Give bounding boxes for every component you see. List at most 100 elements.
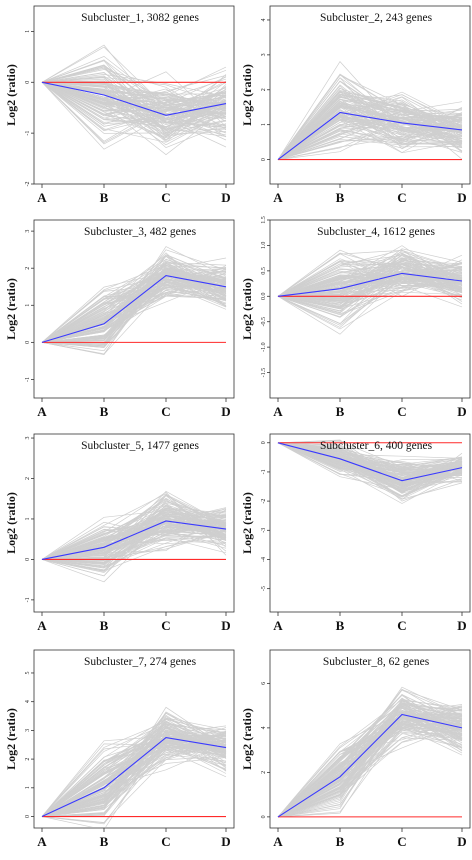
x-tick-label: A <box>273 834 283 849</box>
chart-title: Subcluster_7, 274 genes <box>84 656 197 668</box>
gene-profiles <box>277 61 463 160</box>
x-tick-label: D <box>221 834 230 849</box>
x-tick-label: C <box>397 618 406 633</box>
y-tick-label: -2 <box>261 499 267 504</box>
y-tick-label: 3 <box>25 729 31 732</box>
y-tick-label: -1.0 <box>261 342 267 352</box>
chart-title: Subcluster_1, 3082 genes <box>81 12 199 24</box>
y-tick-label: -3 <box>261 528 267 533</box>
x-tick-label: B <box>336 618 345 633</box>
gene-profiles <box>277 245 463 335</box>
y-axis-label: Log2 (ratio) <box>240 64 254 126</box>
subcluster-chart-5: -1 0 1 2 3 A B C D Log2 (ratio) Subcluster_5, 1477… <box>4 433 235 633</box>
x-tick-label: D <box>221 618 230 633</box>
y-tick-label: 1 <box>261 123 267 126</box>
y-tick-label: -1 <box>25 131 31 136</box>
x-tick-label: A <box>37 190 47 205</box>
subcluster-chart-1: -2 -1 0 1 A B C D Log2 (ratio) Subcluster_1, 3082… <box>4 5 235 205</box>
x-tick-label: A <box>273 404 283 419</box>
x-tick-label: B <box>336 190 345 205</box>
y-tick-label: 1 <box>25 786 31 789</box>
y-tick-label: 3 <box>261 53 267 56</box>
y-tick-label: 0 <box>25 815 31 818</box>
y-tick-label: 1 <box>25 304 31 307</box>
y-tick-label: 2 <box>261 771 267 774</box>
y-tick-label: 2 <box>261 88 267 91</box>
y-tick-label: 4 <box>261 18 267 21</box>
subcluster-chart-3: -1 0 1 2 3 A B C D Log2 (ratio) Subcluster_3, 482 … <box>4 219 235 419</box>
chart-title: Subcluster_3, 482 genes <box>84 226 197 238</box>
subcluster-chart-7: 0 1 2 3 4 5 A B C D Log2 (ratio) Subcluster_7, 274 … <box>4 649 235 849</box>
subcluster-chart-6: -5 -4 -3 -2 -1 0 A B C D Log2 (ratio) Subcluster_6,… <box>240 433 471 633</box>
x-tick-label: C <box>397 834 406 849</box>
y-tick-label: 0 <box>25 558 31 561</box>
mean-profile-line <box>41 81 227 116</box>
mean-profile-line <box>41 275 227 343</box>
x-tick-label: B <box>100 190 109 205</box>
y-tick-label: 4 <box>25 700 31 703</box>
y-tick-label: -5 <box>261 586 267 591</box>
chart-title: Subcluster_6, 400 genes <box>320 440 433 452</box>
x-tick-label: A <box>37 618 47 633</box>
x-tick-label: A <box>273 190 283 205</box>
x-tick-label: D <box>457 190 466 205</box>
y-tick-label: 4 <box>261 726 267 729</box>
y-tick-label: 1.0 <box>261 242 267 250</box>
chart-title: Subcluster_5, 1477 genes <box>81 440 199 452</box>
mean-profile-line <box>41 520 227 560</box>
y-tick-label: -1 <box>25 597 31 602</box>
x-tick-label: D <box>457 618 466 633</box>
x-tick-label: C <box>161 618 170 633</box>
y-tick-label: -2 <box>25 182 31 187</box>
y-tick-label: 0 <box>261 158 267 161</box>
x-tick-label: B <box>100 834 109 849</box>
y-axis-label: Log2 (ratio) <box>240 492 254 554</box>
x-tick-label: D <box>221 190 230 205</box>
mean-profile-line <box>277 713 463 818</box>
x-tick-label: C <box>161 404 170 419</box>
x-tick-label: A <box>37 834 47 849</box>
x-tick-label: B <box>100 618 109 633</box>
x-tick-label: D <box>457 404 466 419</box>
y-tick-label: 0 <box>261 441 267 444</box>
y-tick-label: 1 <box>25 30 31 33</box>
chart-title: Subcluster_2, 243 genes <box>320 12 433 24</box>
y-tick-label: 0 <box>25 81 31 84</box>
x-tick-label: B <box>100 404 109 419</box>
y-tick-label: 0 <box>25 341 31 344</box>
subcluster-chart-8: 0 2 4 6 A B C D Log2 (ratio) Subcluster_8, 62 gen… <box>240 649 471 849</box>
subcluster-chart-4: -1.5 -1.0 -0.5 0.0 0.5 1.0 1.5 A B C D Log2 (ratio)… <box>240 216 471 419</box>
y-axis-label: Log2 (ratio) <box>4 708 18 770</box>
y-tick-label: 6 <box>261 682 267 685</box>
y-tick-label: 2 <box>25 477 31 480</box>
y-tick-label: -1 <box>25 377 31 382</box>
y-tick-label: 0.5 <box>261 267 267 275</box>
y-tick-label: 2 <box>25 758 31 761</box>
x-tick-label: C <box>397 190 406 205</box>
y-tick-label: 0.0 <box>261 293 267 301</box>
y-tick-label: -1 <box>261 469 267 474</box>
chart-title: Subcluster_8, 62 genes <box>323 656 430 668</box>
y-axis-label: Log2 (ratio) <box>4 492 18 554</box>
x-tick-label: B <box>336 404 345 419</box>
chart-title: Subcluster_4, 1612 genes <box>317 226 435 238</box>
x-tick-label: D <box>221 404 230 419</box>
subcluster-chart-2: 0 1 2 3 4 A B C D Log2 (ratio) Subcluster_2, 243 g… <box>240 5 471 205</box>
y-tick-label: 1 <box>25 517 31 520</box>
plot-frame <box>269 219 471 399</box>
y-tick-label: 1.5 <box>261 216 267 224</box>
y-tick-label: -0.5 <box>261 317 267 327</box>
x-tick-label: C <box>161 190 170 205</box>
mean-profile-line <box>277 111 463 161</box>
x-tick-label: C <box>397 404 406 419</box>
x-tick-label: A <box>37 404 47 419</box>
x-tick-label: A <box>273 618 283 633</box>
y-tick-label: -1.5 <box>261 368 267 378</box>
y-axis-label: Log2 (ratio) <box>240 278 254 340</box>
mean-profile-line <box>277 442 463 482</box>
mean-profile-line <box>41 737 227 817</box>
y-axis-label: Log2 (ratio) <box>240 708 254 770</box>
y-axis-label: Log2 (ratio) <box>4 278 18 340</box>
x-tick-label: D <box>457 834 466 849</box>
